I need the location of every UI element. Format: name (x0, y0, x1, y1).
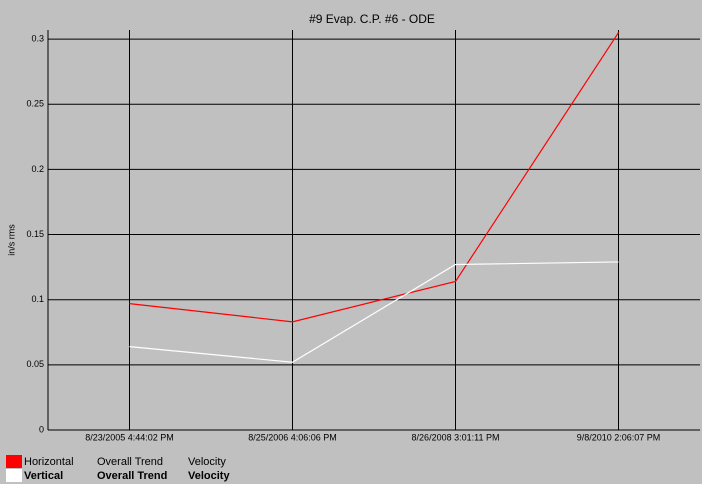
series-line (129, 261, 619, 363)
legend-swatch (6, 455, 22, 468)
y-tick-label: 0.25 (26, 99, 44, 109)
y-tick-label: 0.15 (26, 229, 44, 239)
legend-trend: Overall Trend (97, 470, 167, 482)
x-tick-label: 8/23/2005 4:44:02 PM (85, 432, 174, 442)
y-tick-label: 0.3 (31, 33, 44, 43)
legend-label: Vertical (24, 470, 63, 482)
x-tick-label: 8/25/2006 4:06:06 PM (248, 432, 337, 442)
y-tick-label: 0.05 (26, 359, 44, 369)
legend-measure: Velocity (188, 470, 230, 482)
x-tick-label: 9/8/2010 2:06:07 PM (577, 432, 661, 442)
y-tick-label: 0 (39, 424, 44, 434)
legend-swatch (6, 469, 22, 482)
legend-trend: Overall Trend (97, 456, 163, 468)
legend-measure: Velocity (188, 456, 226, 468)
y-tick-label: 0.2 (31, 164, 44, 174)
chart-title: #9 Evap. C.P. #6 - ODE (309, 12, 435, 26)
series-line (129, 32, 620, 323)
legend-label: Horizontal (24, 456, 74, 468)
y-tick-label: 0.1 (31, 294, 44, 304)
x-tick-label: 8/26/2008 3:01:11 PM (412, 432, 500, 442)
y-axis-label: in/s rms (6, 224, 16, 256)
